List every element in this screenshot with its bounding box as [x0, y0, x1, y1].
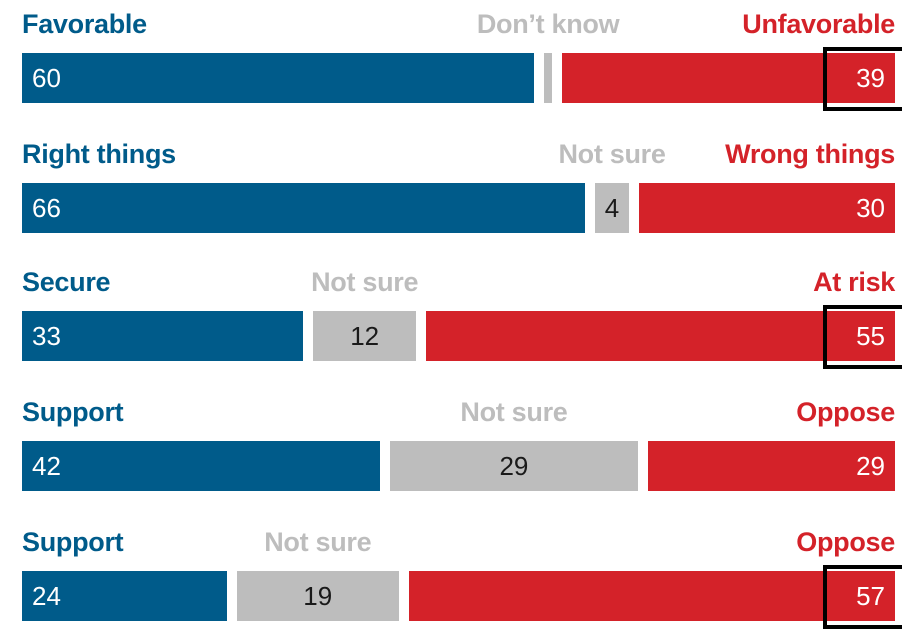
bar-value-label: 12	[350, 321, 380, 351]
bar-value-label: 29	[856, 451, 885, 481]
bar-unfavorable: 30	[639, 183, 895, 233]
bar-neutral: 29	[390, 441, 638, 491]
bar-favorable: 66	[22, 183, 585, 233]
bar-neutral: 12	[313, 311, 416, 361]
bar-unfavorable: 55	[425, 311, 895, 361]
bar-unfavorable: 39	[562, 53, 895, 103]
bar-neutral: 1	[543, 53, 553, 103]
highlight-box	[823, 305, 902, 369]
row-right-label: At risk	[813, 267, 895, 297]
row-mid-label: Not sure	[311, 267, 419, 297]
bar-neutral: 19	[236, 571, 399, 621]
row-left-label: Support	[22, 527, 124, 557]
bar-value-label: 29	[499, 451, 529, 481]
row-mid-label: Not sure	[460, 397, 568, 427]
bar-value-label: 55	[856, 321, 885, 351]
row-left-label: Favorable	[22, 9, 147, 39]
bar-favorable: 33	[22, 311, 304, 361]
highlight-box	[823, 565, 902, 629]
bar-value-label: 33	[32, 321, 61, 351]
bar-neutral: 4	[594, 183, 630, 233]
bar-value-label: 66	[32, 193, 61, 223]
row-left-label: Secure	[22, 267, 111, 297]
bar-unfavorable: 57	[408, 571, 895, 621]
row-mid-label: Don’t know	[476, 9, 620, 39]
bar-value-label: 30	[856, 193, 885, 223]
bar-value-label: 42	[32, 451, 61, 481]
bar-unfavorable: 29	[647, 441, 895, 491]
row-mid-label: Not sure	[558, 139, 666, 169]
bar-favorable: 60	[22, 53, 534, 103]
bar-favorable: 42	[22, 441, 381, 491]
highlight-box	[823, 47, 902, 111]
row-left-label: Support	[22, 397, 124, 427]
row-mid-label: Not sure	[264, 527, 372, 557]
bar-value-label: 57	[856, 581, 885, 611]
row-right-label: Oppose	[796, 397, 895, 427]
bar-value-label: 39	[856, 63, 885, 93]
row-right-label: Oppose	[796, 527, 895, 557]
row-right-label: Wrong things	[725, 139, 895, 169]
bar-value-label: 60	[32, 63, 61, 93]
bar-value-label: 4	[604, 193, 620, 223]
row-left-label: Right things	[22, 139, 176, 169]
bar-value-label: 24	[32, 581, 61, 611]
row-right-label: Unfavorable	[742, 9, 895, 39]
bar-favorable: 24	[22, 571, 227, 621]
bar-value-label: 19	[303, 581, 333, 611]
